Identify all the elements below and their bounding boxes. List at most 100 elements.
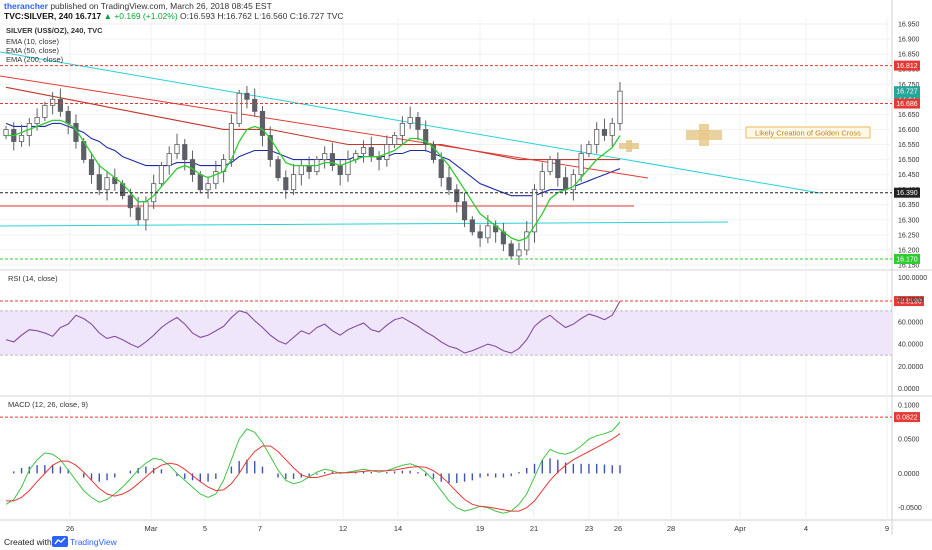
candle-body [205, 183, 211, 191]
candle-body [3, 129, 9, 136]
ema10-legend: EMA (10, close) [6, 37, 59, 46]
candle-body [423, 129, 429, 145]
time-tick-label: 26 [614, 524, 622, 533]
candle-body [57, 98, 64, 112]
horizontal-levels[interactable] [0, 65, 892, 260]
rsi-tick-label: 80.0000 [898, 297, 923, 304]
brand-link[interactable]: TradingView [70, 537, 117, 547]
tag-last-price: 16.727 [896, 89, 918, 96]
rsi-tag-bg [894, 296, 924, 307]
candle-body [182, 144, 188, 160]
ema-10-path [6, 119, 621, 242]
candle-body [96, 174, 102, 191]
footer: Created with TradingView [0, 535, 932, 550]
grid-lines [0, 18, 892, 520]
publish-text: published on TradingView.com, March 26, … [50, 1, 272, 11]
candle-body [547, 159, 553, 173]
candle-body [158, 165, 165, 185]
price-tick-label: 16.500 [898, 157, 920, 164]
time-tick-label: Mar [145, 524, 158, 533]
price-tick-label: 16.300 [898, 217, 920, 224]
candle-body [407, 116, 413, 124]
tag-bottom-support: 16.170 [896, 256, 918, 263]
candle-body [104, 177, 110, 191]
candle-body [345, 159, 351, 176]
annotation-box[interactable] [745, 126, 871, 139]
ema50-legend: EMA (50, close) [6, 46, 59, 55]
candle-body [430, 144, 437, 160]
candle-body [399, 123, 405, 136]
rsi-tick-label: 40.0000 [898, 342, 923, 349]
cross-marker-icon[interactable] [686, 124, 722, 146]
candle-body [392, 135, 398, 145]
symbol-info: TVC:SILVER, 240 16.717 ▲ +0.169 (+1.02%)… [4, 11, 344, 21]
candle-body [454, 189, 460, 203]
macd-tick-label: -0.0500 [898, 505, 922, 512]
time-tick-label: 21 [530, 524, 538, 533]
candle-body [329, 153, 336, 166]
tag-bottom-support-bg [894, 253, 920, 264]
time-tick-label: 23 [585, 524, 593, 533]
ema-10-line [6, 119, 621, 242]
signal-path [6, 433, 621, 512]
candle-body [531, 189, 538, 233]
candle-body [337, 165, 343, 176]
author-link[interactable]: therancher [4, 1, 48, 11]
candle-body [236, 92, 242, 124]
tradingview-logo-icon [52, 536, 68, 547]
candle-body [298, 165, 304, 176]
symbol-label: TVC:SILVER, 240 [4, 11, 73, 21]
candle-body [42, 104, 48, 118]
rsi-tick-label: 20.0000 [898, 364, 923, 371]
candle-body [88, 159, 95, 176]
candle-body [244, 92, 250, 100]
candle-body [143, 201, 149, 221]
candle-body [322, 153, 328, 160]
ema-200-line [5, 86, 620, 161]
time-tick-label: 9 [885, 524, 889, 533]
source-label: TVC [326, 11, 344, 21]
time-tick-label: 19 [476, 524, 484, 533]
candle-body [213, 171, 219, 185]
price-change: ▲ +0.169 (+1.02%) [103, 11, 178, 21]
tag-support-bg [894, 187, 920, 198]
candle-body [127, 195, 133, 209]
candle-body [446, 177, 452, 191]
red-trendline [0, 75, 649, 179]
macd-tick-label: 0.0500 [898, 437, 920, 444]
candle-body [50, 98, 56, 106]
price-tick-label: 16.600 [898, 127, 920, 134]
chart-canvas[interactable]: 78.8190 0.0822 26 Mar 5 7 12 14 19 21 23 26 28 Apr 4… [0, 0, 932, 535]
candle-body [166, 153, 172, 166]
tag-support: 16.390 [896, 190, 918, 197]
time-tick-label: 5 [203, 524, 207, 533]
candle-body [197, 174, 203, 191]
tag-last-price-bg [894, 86, 920, 97]
publish-info: therancher published on TradingView.com,… [4, 1, 272, 11]
candle-body [601, 129, 608, 136]
candle-body [562, 177, 569, 191]
price-tick-label: 16.900 [898, 37, 920, 44]
candle-body [18, 135, 25, 142]
rsi-tick-label: 100.0000 [898, 275, 927, 282]
candle-body [469, 219, 475, 233]
rsi-path [5, 300, 621, 354]
created-with-text: Created with [4, 537, 52, 547]
price-tick-label: 16.200 [898, 247, 920, 254]
time-tick-label: 7 [258, 524, 262, 533]
candle-body [228, 123, 234, 160]
time-tick-label: 28 [667, 524, 675, 533]
macd-label: MACD (12, 26, close, 9) [8, 400, 89, 409]
ema200-legend: EMA (200, close) [6, 55, 64, 64]
time-tick-label: 14 [394, 524, 402, 533]
price-tick-label: 16.550 [898, 142, 920, 149]
price-tick-label: 16.150 [898, 262, 920, 269]
ohlc-values: O:16.593 H:16.762 L:16.560 C:16.727 [180, 11, 325, 21]
candle-body [524, 231, 530, 251]
chart-header: therancher published on TradingView.com,… [0, 0, 932, 32]
candlesticks [3, 82, 623, 265]
macd-pane: 0.0822 [0, 412, 920, 514]
candle-body [306, 165, 312, 173]
macd-tick-label: 0.0000 [898, 471, 920, 478]
candle-body [508, 243, 514, 257]
